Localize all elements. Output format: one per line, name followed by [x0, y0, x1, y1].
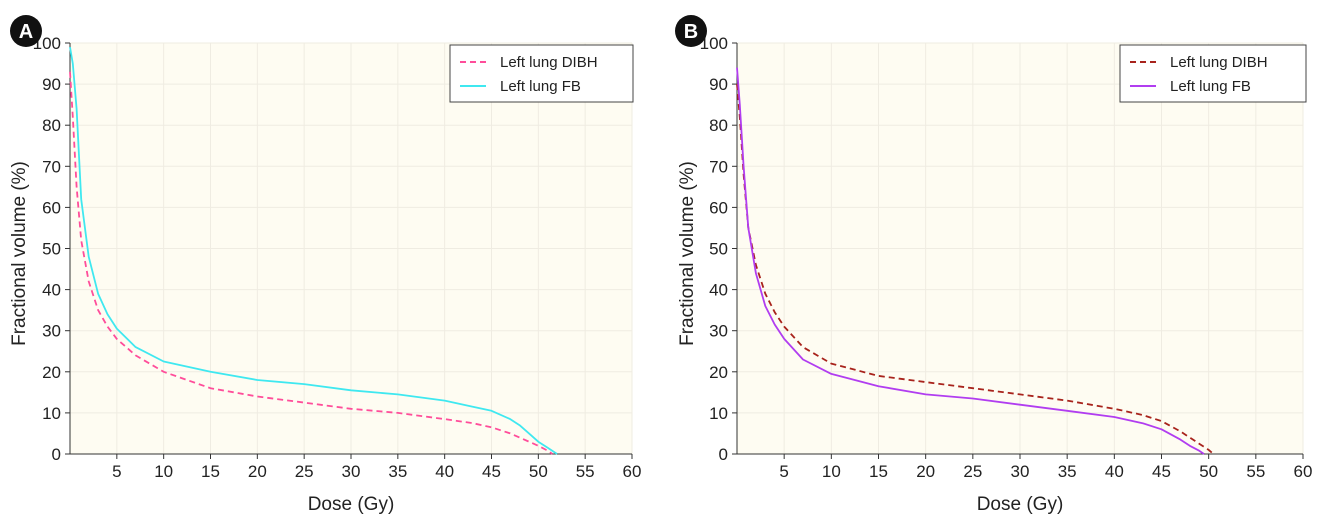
y-tick-label: 30 [709, 322, 728, 341]
panel-badge: A [10, 15, 42, 47]
y-tick-label: 0 [719, 445, 728, 464]
x-tick-label: 40 [1105, 462, 1124, 481]
y-tick-label: 60 [42, 198, 61, 217]
x-tick-label: 35 [1058, 462, 1077, 481]
panel-a: 5 10 15 20 25 30 35 40 45 50 55 60 0 10 20 30 40 50 60 70 80… [9, 15, 641, 515]
panel-badge-label: A [19, 21, 33, 43]
x-axis-title: Dose (Gy) [977, 494, 1064, 515]
panel-badge: B [675, 15, 707, 47]
x-tick-label: 20 [248, 462, 267, 481]
x-tick-label: 10 [154, 462, 173, 481]
series-line-dibh [69, 71, 553, 455]
y-tick-label: 50 [42, 240, 61, 259]
series-line-fb [69, 46, 558, 455]
y-tick-label: 70 [709, 157, 728, 176]
y-tick-label: 40 [42, 281, 61, 300]
legend-label: Left lung FB [1170, 78, 1251, 95]
legend: Left lung DIBH Left lung FB [1119, 44, 1307, 103]
x-tick-label: 30 [342, 462, 361, 481]
series-line-fb [736, 67, 1205, 455]
x-tick-label: 5 [779, 462, 788, 481]
y-tick-label: 20 [709, 363, 728, 382]
x-tick-label: 60 [623, 462, 642, 481]
y-tick-label: 90 [42, 75, 61, 94]
y-tick-label: 100 [700, 34, 728, 53]
y-tick-label: 30 [42, 322, 61, 341]
x-tick-label: 55 [1246, 462, 1265, 481]
panel-badge-label: B [684, 21, 698, 43]
y-tick-label: 50 [709, 240, 728, 259]
y-axis-title: Fractional volume (%) [677, 161, 698, 346]
x-tick-label: 10 [822, 462, 841, 481]
y-tick-label: 80 [709, 116, 728, 135]
x-tick-label: 25 [295, 462, 314, 481]
x-tick-label: 20 [916, 462, 935, 481]
legend-label: Left lung DIBH [500, 54, 598, 71]
x-tick-label: 15 [201, 462, 220, 481]
y-tick-label: 90 [709, 75, 728, 94]
legend: Left lung DIBH Left lung FB [449, 44, 634, 103]
y-tick-label: 80 [42, 116, 61, 135]
y-tick-label: 10 [42, 404, 61, 423]
y-tick-label: 0 [52, 445, 61, 464]
x-tick-label: 25 [963, 462, 982, 481]
x-tick-label: 15 [869, 462, 888, 481]
legend-label: Left lung DIBH [1170, 54, 1268, 71]
y-axis-title: Fractional volume (%) [9, 161, 30, 346]
x-tick-label: 45 [1152, 462, 1171, 481]
x-tick-label: 35 [388, 462, 407, 481]
x-tick-label: 40 [435, 462, 454, 481]
y-tick-label: 60 [709, 198, 728, 217]
panel-badge-circle [10, 15, 42, 47]
y-tick-label: 20 [42, 363, 61, 382]
x-tick-label: 55 [576, 462, 595, 481]
x-tick-label: 30 [1011, 462, 1030, 481]
panel-b: 5 10 15 20 25 30 35 40 45 50 55 60 0 10 20 30 40 50 60 70 80… [675, 15, 1312, 515]
x-tick-label: 5 [112, 462, 121, 481]
y-tick-label: 10 [709, 404, 728, 423]
legend-label: Left lung FB [500, 78, 581, 95]
x-tick-label: 50 [1199, 462, 1218, 481]
x-tick-label: 45 [482, 462, 501, 481]
x-tick-label: 50 [529, 462, 548, 481]
legend-box [449, 44, 634, 103]
x-tick-label: 60 [1294, 462, 1313, 481]
y-tick-label: 70 [42, 157, 61, 176]
panel-badge-circle [675, 15, 707, 47]
x-axis-title: Dose (Gy) [308, 494, 395, 515]
y-tick-label: 40 [709, 281, 728, 300]
legend-box [1119, 44, 1307, 103]
